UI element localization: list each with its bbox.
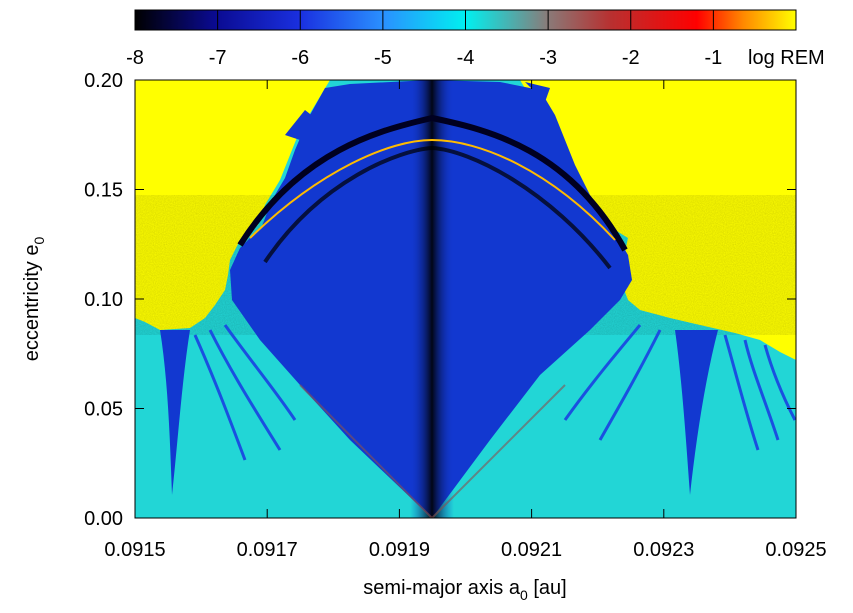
right-finger — [675, 330, 718, 495]
top-left-island — [285, 110, 315, 140]
heatmap-plot — [135, 80, 796, 518]
resonance-edge — [299, 384, 566, 518]
x-tick-label: 0.0921 — [501, 539, 562, 561]
y-tick-label: 0.05 — [84, 399, 123, 421]
y-axis: 0.00 0.05 0.10 0.15 0.20 — [84, 70, 796, 530]
separatrix-arc-inner — [249, 138, 616, 241]
y-tick-label: 0.10 — [84, 289, 123, 311]
colorbar-tick-label: -8 — [126, 47, 144, 69]
x-tick-label: 0.0923 — [633, 539, 694, 561]
x-axis-label-sub: 0 — [520, 587, 528, 603]
separatrix-arc — [237, 114, 628, 252]
x-axis-label-main: semi-major axis a — [363, 577, 521, 599]
x-axis: 0.0915 0.0917 0.0919 0.0921 0.0923 0.0925 — [104, 80, 827, 561]
y-tick-label: 0.20 — [84, 70, 123, 92]
resonance-core — [410, 80, 454, 518]
colorbar-tick-label: -7 — [209, 47, 227, 69]
colorbar-tick-label: -4 — [457, 47, 475, 69]
colorbar-tick-label: -3 — [539, 47, 557, 69]
y-tick-label: 0.00 — [84, 508, 123, 530]
x-axis-label: semi-major axis a0 [au] — [363, 577, 566, 603]
colorbar-tick-label: -1 — [704, 47, 722, 69]
colorbar-label: log REM — [748, 47, 825, 69]
left-finger — [160, 330, 190, 495]
right-striations — [563, 324, 796, 451]
colorbar-ticks: -8 -7 -6 -5 -4 -3 -2 -1 — [126, 10, 722, 69]
y-axis-label: eccentricity e0 — [21, 237, 47, 362]
colorbar-tick-label: -6 — [291, 47, 309, 69]
x-tick-label: 0.0925 — [765, 539, 826, 561]
x-tick-label: 0.0917 — [237, 539, 298, 561]
x-tick-label: 0.0915 — [104, 539, 165, 561]
colorbar-tick-label: -5 — [374, 47, 392, 69]
y-tick-label: 0.15 — [84, 180, 123, 202]
y-axis-label-main: eccentricity e — [21, 245, 43, 362]
colorbar: -8 -7 -6 -5 -4 -3 -2 -1 log REM — [126, 9, 825, 69]
y-axis-label-sub: 0 — [31, 237, 47, 245]
colorbar-tick-label: -2 — [622, 47, 640, 69]
x-axis-label-unit: [au] — [528, 577, 567, 599]
island-arc — [263, 145, 612, 270]
left-striations — [193, 324, 297, 461]
x-tick-label: 0.0919 — [369, 539, 430, 561]
